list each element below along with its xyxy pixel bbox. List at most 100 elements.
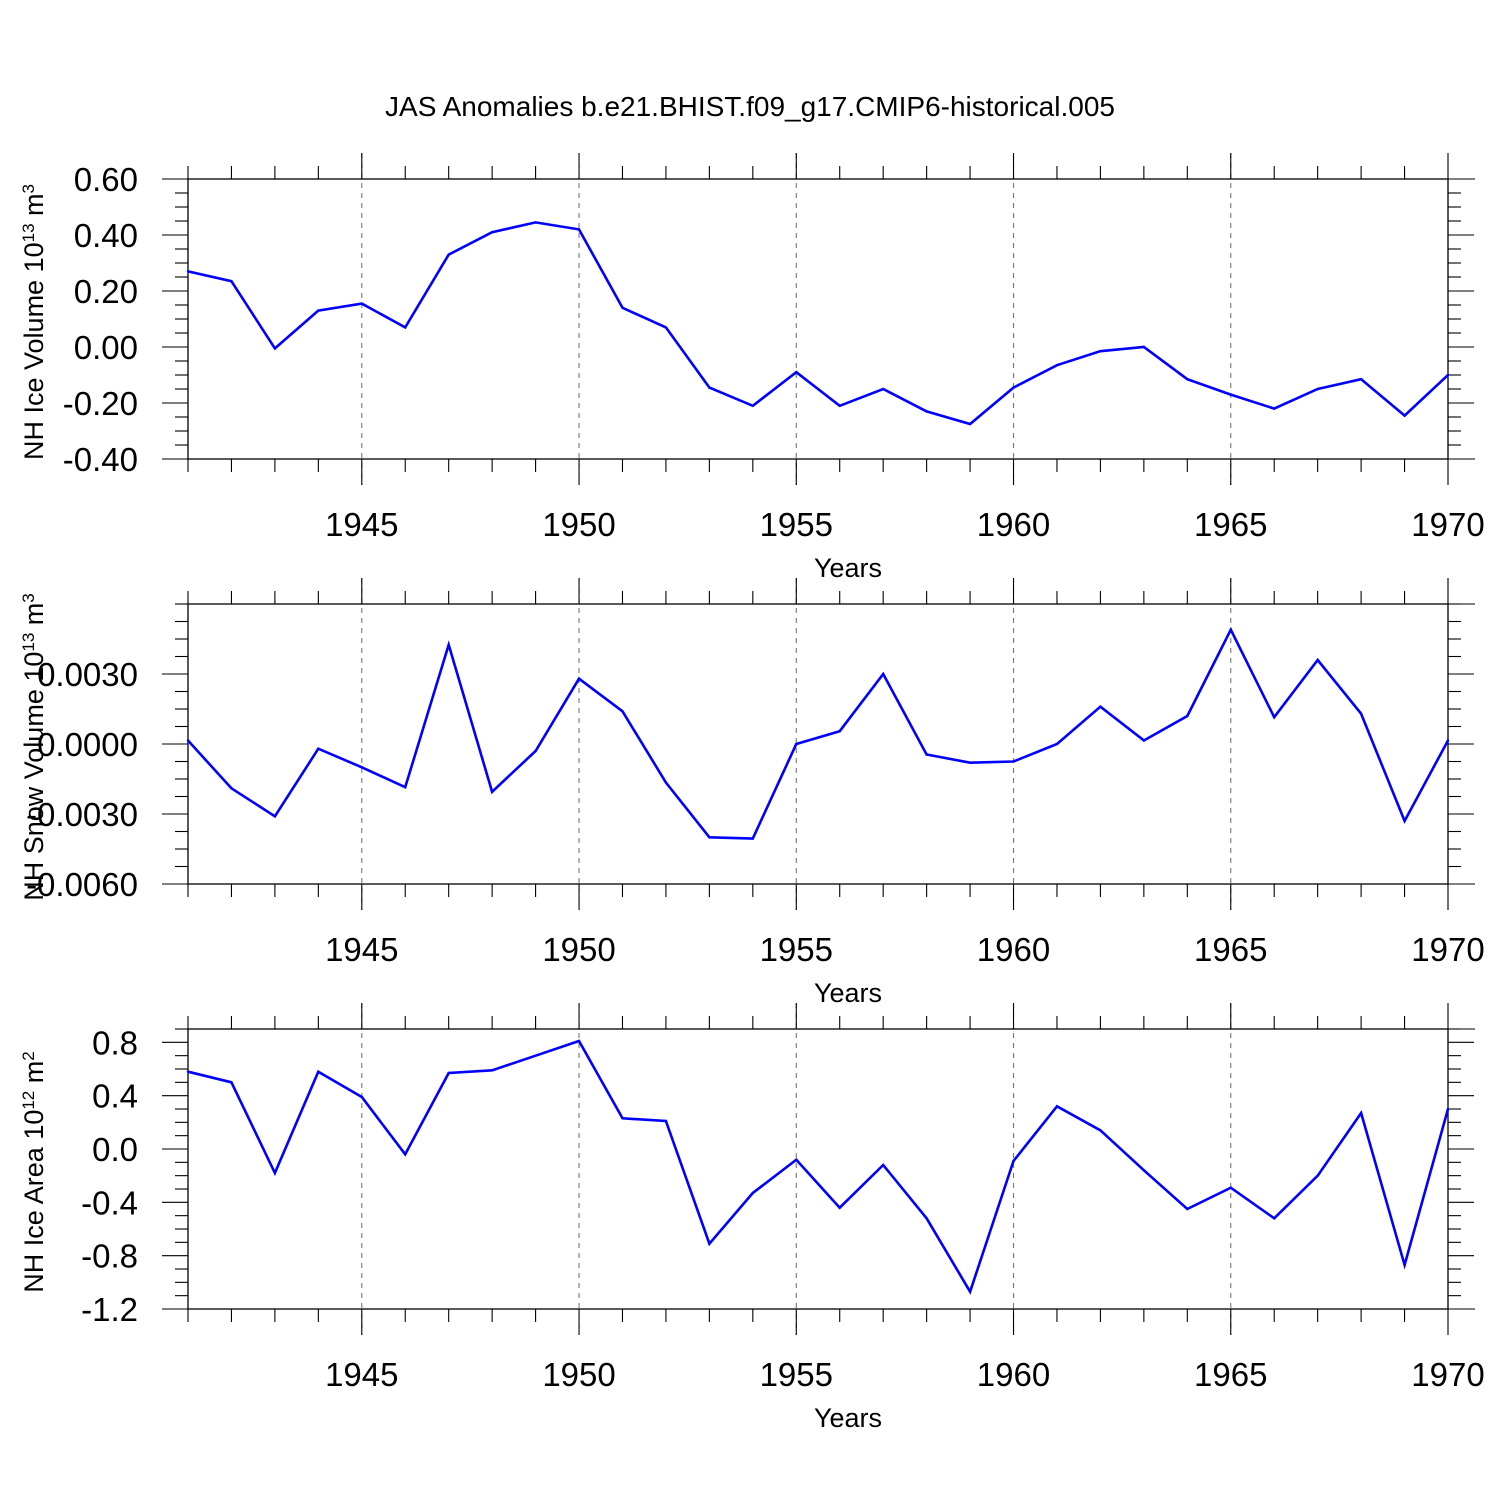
panel-3-data-point (838, 1206, 841, 1209)
panel-3-data-point (881, 1163, 885, 1167)
panel-1-data-point (621, 306, 624, 309)
panel-1-data-point (1099, 350, 1102, 353)
panel-3-ytick-label: -0.4 (81, 1184, 138, 1221)
panel-1-data-point (1273, 407, 1276, 410)
panel-1-data-point (1316, 387, 1319, 391)
panel-2-ylabel-text: NH Snow Volume 10 (19, 652, 49, 901)
panel-2-xtick-label: 1970 (1411, 931, 1484, 968)
panel-2-data-point (1446, 739, 1450, 742)
panel-2-data-point (317, 747, 320, 750)
panel-1-ytick-label: 0.00 (74, 329, 138, 366)
panel-2-ytick-label: -0.0030 (26, 796, 138, 833)
panel-3-data-point (968, 1290, 972, 1293)
panel-1-data-point (186, 270, 190, 273)
panel-2-data-point (1142, 739, 1146, 742)
panel-3-series-line (187, 1039, 1450, 1295)
panel-1-xtick-label: 1955 (760, 506, 833, 543)
panel-1-data-point (1446, 373, 1450, 377)
panel-1-data-point (360, 302, 363, 305)
panel-1-xtick-label: 1965 (1194, 506, 1267, 543)
panel-1-ylabel-superscript: 3 (19, 184, 38, 193)
panel-2-ylabel: NH Snow Volume 1013 m3 (19, 593, 50, 901)
chart-title: JAS Anomalies b.e21.BHIST.f09_g17.CMIP6-… (385, 91, 1115, 122)
panel-2-data-point (664, 781, 668, 784)
panel-1-frame (187, 178, 1449, 460)
panel-3-data-point (621, 1117, 624, 1120)
panel-1-data-point (317, 309, 320, 312)
panel-3-xtick-label: 1950 (542, 1356, 615, 1393)
panel-2-data-point (968, 761, 972, 764)
panel-3-data-point (490, 1069, 494, 1072)
panel-2-xtick-label: 1945 (325, 931, 398, 968)
panel-2-data-point (447, 643, 450, 647)
panel-2-data-point (404, 785, 407, 789)
panel-3-data-point (1012, 1159, 1015, 1163)
panel-2-ytick-label: 0.0000 (37, 726, 138, 763)
panel-1-xtick-label: 1945 (325, 506, 398, 543)
panel-3-data-point (1446, 1107, 1450, 1111)
panel-3-data-point (664, 1119, 668, 1123)
panel-1-ylabel-text: m (19, 193, 49, 223)
panel-3-xtick-label: 1960 (977, 1356, 1050, 1393)
panel-1-ytick-label: 0.40 (74, 217, 138, 254)
panel-2-data-point (273, 815, 277, 818)
panel-1-xtick-label: 1960 (977, 506, 1050, 543)
panel-3-data-point (360, 1095, 363, 1099)
panel-2-data-point (230, 787, 233, 790)
panel-2-xtick-label: 1965 (1194, 931, 1267, 968)
panel-3-ylabel-superscript: 12 (19, 1091, 38, 1110)
panel-3-xtick-label: 1970 (1411, 1356, 1484, 1393)
panel-3-ytick-label: -1.2 (81, 1291, 138, 1328)
panel-2-data-point (795, 742, 798, 746)
panel-3-data-point (1316, 1174, 1319, 1177)
panel-1-data-point (273, 347, 277, 350)
panel-3-xlabel: Years (814, 1403, 882, 1433)
panel-3-data-point (317, 1070, 320, 1073)
panel-1-data-point (968, 422, 972, 426)
panel-3-data-point (273, 1171, 277, 1175)
panel-2-data-point (621, 710, 624, 713)
panel-3-ylabel-superscript: 2 (19, 1051, 38, 1060)
panel-2-data-point (1099, 705, 1102, 708)
panel-3-ytick-label: 0.0 (92, 1131, 138, 1168)
panel-2-ylabel-superscript: 13 (19, 633, 38, 652)
panel-1-data-point (577, 228, 581, 231)
chart-panels: 0.60 0.40 0.20 0.00 -0.20 -0.40 1945 1950 1955 19… (19, 153, 1485, 1433)
panel-1-data-point (1229, 393, 1232, 396)
panel-3-xtick-label: 1955 (760, 1356, 833, 1393)
panel-2: 0.0030 0.0000 -0.0030 -0.0060 1945 1950 1955 19… (19, 578, 1485, 1008)
panel-3-data-point (795, 1158, 798, 1161)
panel-1-series-line (187, 221, 1449, 426)
panel-1-data-point (664, 326, 668, 329)
panel-1-xlabel: Years (814, 553, 882, 583)
panel-2-data-point (751, 837, 755, 840)
panel-1-data-point (881, 387, 885, 391)
panel-1-data-point (490, 231, 494, 234)
panel-2-xlabel: Years (814, 978, 882, 1008)
panel-2-series-line (187, 626, 1450, 840)
panel-3-data-point (925, 1217, 928, 1220)
panel-2-ytick-label: -0.0060 (26, 866, 138, 903)
panel-3: 0.8 0.4 0.0 -0.4 -0.8 -1.2 1945 1950 1955 1960 196… (19, 1003, 1485, 1433)
panel-3-ytick-label: 0.8 (92, 1024, 138, 1061)
panel-1-data-point (838, 404, 841, 407)
panel-1-ytick-label: 0.20 (74, 273, 138, 310)
panel-2-data-point (881, 672, 885, 676)
panel-3-xtick-label: 1965 (1194, 1356, 1267, 1393)
panel-1-data-point (1186, 378, 1189, 381)
panel-1-data-point (925, 410, 928, 413)
panel-3-ylabel-text: NH Ice Area 10 (19, 1110, 49, 1293)
panel-2-data-point (708, 836, 711, 839)
panel-2-data-point (577, 677, 581, 680)
panel-3-xtick-label: 1945 (325, 1356, 398, 1393)
panel-1-ytick-label: -0.40 (63, 441, 138, 478)
panel-1: 0.60 0.40 0.20 0.00 -0.20 -0.40 1945 1950 1955 19… (19, 153, 1485, 583)
panel-3-ylabel-text: m (19, 1061, 49, 1091)
panel-1-data-point (1403, 414, 1406, 417)
panel-1-data-point (751, 404, 755, 407)
panel-3-data-point (1055, 1105, 1059, 1108)
panel-3-data-point (1273, 1217, 1276, 1220)
panel-3-data-point (1142, 1169, 1146, 1172)
panel-2-data-point (838, 729, 841, 733)
panel-3-data-point (1099, 1129, 1102, 1132)
